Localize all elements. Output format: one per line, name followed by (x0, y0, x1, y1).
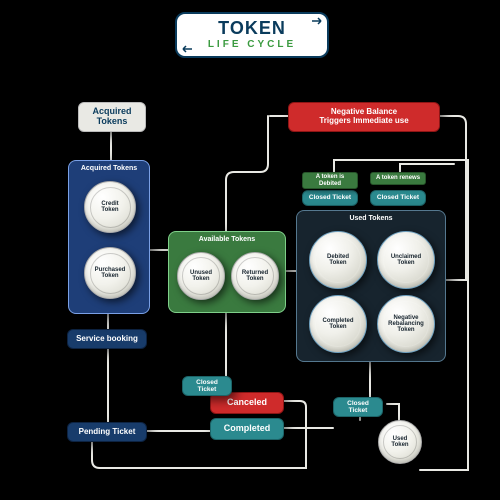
header-arrow-left (180, 45, 194, 53)
panel-used-title: Used Tokens (297, 215, 445, 222)
coin-used-0-label: Debited Token (310, 232, 366, 288)
box-closed_ticket_top1-label: Closed Ticket (309, 194, 351, 201)
box-completed-label: Completed (224, 424, 271, 434)
coin-used-3: Negative Rebalancing Token (377, 295, 435, 353)
header-line2: LIFE CYCLE (195, 39, 309, 50)
edge (226, 116, 268, 231)
coin-available-0: Unused Token (177, 252, 225, 300)
box-closed_ticket_right: Closed Ticket (333, 397, 383, 417)
coin-acquired-0: Credit Token (84, 181, 136, 233)
box-tag_renews: A token renews (370, 172, 426, 185)
coin-used-2: Completed Token (309, 295, 367, 353)
header-arrow-right (310, 17, 324, 25)
panel-acquired-title: Acquired Tokens (69, 165, 149, 172)
box-tag_renews-label: A token renews (376, 175, 420, 182)
coin-acquired-1-label: Purchased Token (85, 248, 135, 298)
panel-available: Available Tokens Unused TokenReturned Tok… (168, 231, 286, 313)
coin-used-1: Unclaimed Token (377, 231, 435, 289)
coin-used_token: Used Token (378, 420, 422, 464)
coin-available-1: Returned Token (231, 252, 279, 300)
coin-used-3-label: Negative Rebalancing Token (378, 296, 434, 352)
box-service_booking-label: Service booking (76, 335, 138, 344)
panel-available-title: Available Tokens (169, 236, 285, 243)
coin-acquired-1: Purchased Token (84, 247, 136, 299)
box-acquired_tokens: Acquired Tokens (78, 102, 146, 132)
edge (387, 404, 399, 420)
box-completed: Completed (210, 418, 284, 440)
box-closed_ticket_left: Closed Ticket (182, 376, 232, 396)
coin-used-0: Debited Token (309, 231, 367, 289)
box-closed_ticket_top1: Closed Ticket (302, 190, 358, 206)
box-pending_ticket: Pending Ticket (67, 422, 147, 442)
coin-used-2-label: Completed Token (310, 296, 366, 352)
box-closed_ticket_right-label: Closed Ticket (337, 400, 379, 414)
panel-acquired: Acquired Tokens Credit Token Purchased Tok… (68, 160, 150, 314)
box-tag_debited: A token is Debited (302, 172, 358, 189)
header-line1: TOKEN (195, 18, 309, 39)
header-badge: TOKEN LIFE CYCLE (175, 12, 329, 58)
box-negative_balance: Negative Balance Triggers Immediate use (288, 102, 440, 132)
box-service_booking: Service booking (67, 329, 147, 349)
coin-acquired-0-label: Credit Token (85, 182, 135, 232)
box-pending_ticket-label: Pending Ticket (79, 428, 136, 437)
coin-available-0-label: Unused Token (178, 253, 224, 299)
box-canceled-label: Canceled (227, 398, 267, 408)
box-negative_balance-label: Negative Balance Triggers Immediate use (319, 108, 408, 126)
box-closed_ticket_left-label: Closed Ticket (186, 379, 228, 393)
coin-available-1-label: Returned Token (232, 253, 278, 299)
coin-used_token-label: Used Token (379, 421, 421, 463)
coin-used-1-label: Unclaimed Token (378, 232, 434, 288)
box-acquired_tokens-label: Acquired Tokens (92, 107, 131, 127)
box-closed_ticket_top2-label: Closed Ticket (377, 194, 419, 201)
panel-used: Used Tokens Debited TokenUnclaimed TokenC… (296, 210, 446, 362)
box-closed_ticket_top2: Closed Ticket (370, 190, 426, 206)
box-tag_debited-label: A token is Debited (306, 174, 354, 187)
edge (400, 164, 454, 172)
